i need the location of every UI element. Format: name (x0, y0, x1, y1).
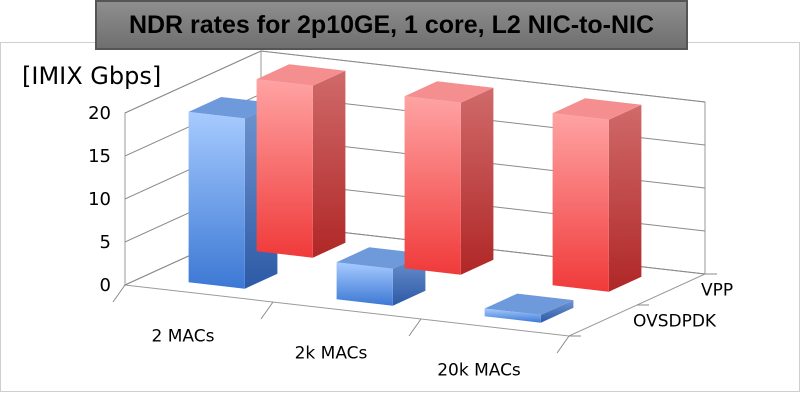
bar-vpp (552, 98, 642, 292)
y-tick-label: 10 (88, 189, 111, 210)
bar-ovsdpdk (484, 293, 574, 323)
bar-front (484, 308, 541, 323)
bar-front (404, 96, 461, 275)
chart-title: NDR rates for 2p10GE, 1 core, L2 NIC-to-… (128, 10, 655, 39)
bar-top (256, 64, 346, 86)
bar-side (608, 104, 642, 292)
x-tick-mark (556, 335, 570, 354)
bar-front (188, 111, 245, 289)
bar-top (552, 98, 642, 120)
x-tick-mark (112, 284, 126, 303)
bar-front (256, 79, 313, 258)
axis-labels: 0 5 10 15 20 2 MACs 2k MACs 20k MACs VPP OVSDPDK (88, 103, 733, 381)
bar-side (460, 87, 494, 275)
series-label: OVSDPDK (633, 312, 717, 332)
bar-top (404, 81, 494, 103)
bar-front (336, 262, 393, 306)
y-tick-label: 0 (100, 275, 111, 296)
y-tick-label: 5 (100, 232, 111, 253)
x-tick-mark (408, 318, 422, 337)
series-label: VPP (701, 281, 733, 301)
bar-top (188, 97, 278, 119)
chart-title-box: NDR rates for 2p10GE, 1 core, L2 NIC-to-… (95, 0, 688, 50)
x-tick-mark (260, 301, 274, 320)
x-category-label: 20k MACs (437, 361, 521, 381)
bar-top (484, 293, 574, 315)
gridline (124, 50, 706, 114)
bar-side (540, 300, 574, 323)
bar-vpp (256, 64, 346, 258)
x-category-label: 2 MACs (152, 327, 215, 347)
y-tick-label: 20 (88, 103, 111, 124)
y-tick-label: 15 (88, 146, 111, 167)
x-category-label: 2k MACs (295, 344, 368, 364)
bar-side (312, 70, 346, 258)
bars (188, 64, 642, 323)
bar-vpp (404, 81, 494, 275)
bar-top (336, 247, 426, 269)
y-axis-unit-label: [IMIX Gbps] (22, 62, 162, 90)
bar-front (552, 113, 609, 292)
